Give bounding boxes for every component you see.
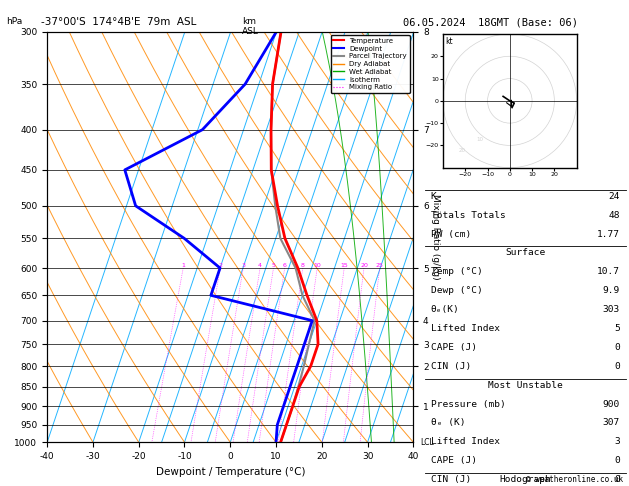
Text: 4: 4 <box>258 263 262 268</box>
Text: 900: 900 <box>603 399 620 409</box>
Legend: Temperature, Dewpoint, Parcel Trajectory, Dry Adiabat, Wet Adiabat, Isotherm, Mi: Temperature, Dewpoint, Parcel Trajectory… <box>331 35 410 93</box>
Text: PW (cm): PW (cm) <box>431 229 471 239</box>
Text: CIN (J): CIN (J) <box>431 362 471 371</box>
Text: 1: 1 <box>181 263 185 268</box>
Text: 2: 2 <box>218 263 222 268</box>
Text: 48: 48 <box>608 210 620 220</box>
Text: -37°00'S  174°4B'E  79m  ASL: -37°00'S 174°4B'E 79m ASL <box>41 17 196 27</box>
Text: 25: 25 <box>376 263 384 268</box>
Text: ASL: ASL <box>242 27 259 36</box>
Text: 0: 0 <box>614 456 620 465</box>
Text: Totals Totals: Totals Totals <box>431 210 506 220</box>
Y-axis label: Mixing Ratio (g/kg): Mixing Ratio (g/kg) <box>431 194 440 280</box>
Text: Pressure (mb): Pressure (mb) <box>431 399 506 409</box>
Text: kt: kt <box>446 37 454 46</box>
Text: 1.77: 1.77 <box>597 229 620 239</box>
Text: Lifted Index: Lifted Index <box>431 324 499 333</box>
Text: 8: 8 <box>301 263 304 268</box>
Text: km: km <box>242 17 256 26</box>
Text: 10: 10 <box>313 263 321 268</box>
Text: 0: 0 <box>614 343 620 352</box>
Text: 20: 20 <box>459 148 465 153</box>
Text: 10.7: 10.7 <box>597 267 620 277</box>
Text: 303: 303 <box>603 305 620 314</box>
Text: 5: 5 <box>614 324 620 333</box>
Text: K: K <box>431 192 437 201</box>
Text: 10: 10 <box>476 137 484 142</box>
Text: 3: 3 <box>241 263 245 268</box>
Text: 307: 307 <box>603 418 620 428</box>
Text: 0: 0 <box>614 475 620 484</box>
Text: 6: 6 <box>282 263 287 268</box>
Text: 3: 3 <box>614 437 620 446</box>
Text: CAPE (J): CAPE (J) <box>431 456 477 465</box>
Text: 06.05.2024  18GMT (Base: 06): 06.05.2024 18GMT (Base: 06) <box>403 17 577 27</box>
Text: θₑ(K): θₑ(K) <box>431 305 459 314</box>
Text: 5: 5 <box>272 263 276 268</box>
Text: Most Unstable: Most Unstable <box>488 381 562 390</box>
Text: CIN (J): CIN (J) <box>431 475 471 484</box>
X-axis label: Dewpoint / Temperature (°C): Dewpoint / Temperature (°C) <box>155 467 305 477</box>
Text: CAPE (J): CAPE (J) <box>431 343 477 352</box>
Text: Surface: Surface <box>505 248 545 258</box>
Text: 0: 0 <box>614 362 620 371</box>
Text: 15: 15 <box>340 263 348 268</box>
Text: Lifted Index: Lifted Index <box>431 437 499 446</box>
Text: Temp (°C): Temp (°C) <box>431 267 482 277</box>
Text: hPa: hPa <box>6 17 23 26</box>
Text: Dewp (°C): Dewp (°C) <box>431 286 482 295</box>
Text: θₑ (K): θₑ (K) <box>431 418 465 428</box>
Text: 24: 24 <box>608 192 620 201</box>
Text: LCL: LCL <box>421 438 435 447</box>
Text: © weatheronline.co.uk: © weatheronline.co.uk <box>526 474 623 484</box>
Text: 20: 20 <box>360 263 368 268</box>
Text: Hodograph: Hodograph <box>499 475 551 484</box>
Text: 9.9: 9.9 <box>603 286 620 295</box>
